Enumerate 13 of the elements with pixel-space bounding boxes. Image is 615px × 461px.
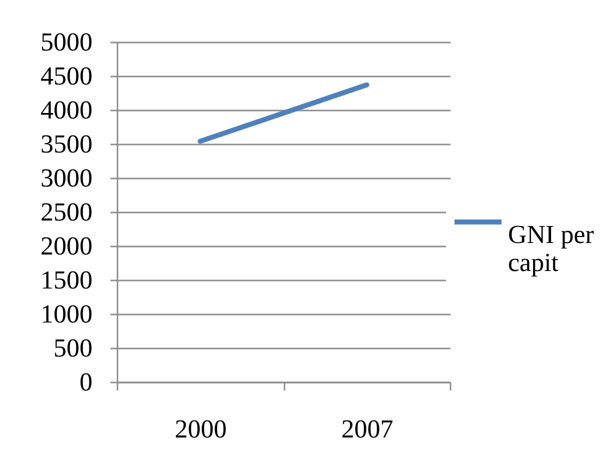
y-tick-label: 1000: [40, 300, 92, 328]
y-tick-label: 500: [54, 334, 92, 362]
y-tick-label: 0: [80, 368, 92, 396]
y-tick-label: 3500: [40, 130, 92, 158]
y-tick-label: 5000: [40, 28, 92, 56]
x-tick-label: 2007: [341, 414, 394, 444]
y-tick-label: 3000: [40, 164, 92, 192]
y-tick-label: 2500: [40, 198, 92, 226]
legend-label: GNI per capit: [508, 220, 594, 277]
y-tick-label: 4000: [40, 96, 92, 124]
y-tick-label: 1500: [40, 266, 92, 294]
y-tick-label: 2000: [40, 232, 92, 260]
y-tick-label: 4500: [40, 62, 92, 90]
